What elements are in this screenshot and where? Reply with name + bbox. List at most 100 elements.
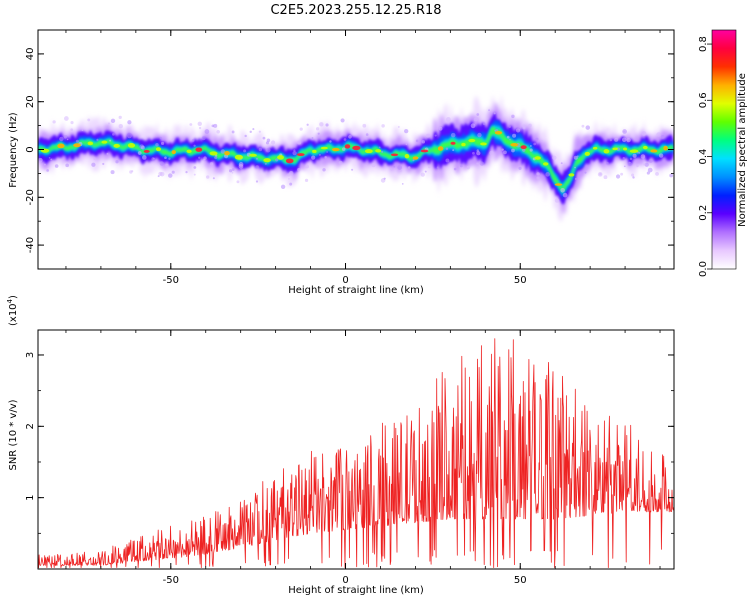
spectrogram-speck	[329, 140, 332, 143]
spectrogram-speck	[159, 161, 165, 166]
spectrogram-speck	[127, 133, 132, 139]
spectrogram-speck	[325, 123, 329, 127]
spectrogram-speck	[48, 156, 51, 159]
spectrogram-speck	[581, 124, 585, 128]
colorbar-tick-label: 0.6	[698, 92, 709, 108]
spectrogram-speck	[213, 123, 218, 128]
spectrogram-hotspot	[224, 150, 230, 156]
spectrogram-speck	[493, 112, 496, 115]
y-tick-label: 20	[25, 95, 36, 108]
spectrogram-speck	[412, 159, 415, 162]
spectrogram-hotspot	[127, 143, 136, 148]
spectrogram-speck	[393, 165, 396, 168]
spectrogram-speck	[421, 140, 426, 144]
spectrogram-speck	[288, 178, 290, 180]
spectrogram-speck	[193, 144, 196, 147]
spectrogram-speck	[115, 160, 119, 164]
spectrogram-speck	[529, 145, 532, 147]
spectrogram-speck	[476, 113, 480, 116]
y-tick-label: -40	[25, 237, 36, 253]
spectrogram-speck	[258, 147, 263, 152]
x-tick-label: 50	[514, 275, 527, 286]
spectrogram-speck	[64, 116, 69, 121]
spectrogram-speck	[503, 150, 507, 155]
spectrogram-speck	[438, 126, 443, 131]
spectrogram-hotspot	[249, 153, 257, 157]
spectrogram-speck	[266, 138, 271, 142]
spectrogram-speck	[643, 163, 646, 166]
spectrogram-x-ticks: -50 0 50	[65, 30, 661, 286]
spectrogram-speck	[317, 132, 320, 135]
spectrogram-speck	[292, 151, 297, 156]
spectrogram-speck	[606, 161, 609, 165]
spectrogram-inner-band	[38, 119, 674, 200]
spectrogram-speck	[648, 158, 653, 163]
spectrogram-speck	[66, 138, 69, 141]
spectrogram-speck	[511, 148, 515, 153]
colorbar-tick-label: 0.4	[698, 149, 709, 165]
spectrogram-image	[38, 93, 674, 222]
spectrogram-speck	[428, 165, 431, 169]
spectrogram-speck	[231, 168, 235, 171]
spectrogram-speck	[655, 171, 659, 176]
spectrogram-speck	[632, 176, 635, 179]
spectrogram-speck	[476, 162, 479, 165]
spectrogram-speck	[656, 132, 661, 137]
spectrogram-speck	[137, 151, 142, 155]
spectrogram-hotspot	[437, 146, 444, 151]
spectrogram-center-band	[38, 126, 674, 193]
spectrogram-speck	[63, 134, 68, 139]
spectrogram-hotspot	[420, 149, 429, 153]
spectrogram-speck	[622, 156, 625, 160]
spectrogram-speck	[54, 164, 59, 168]
spectrogram-speck	[193, 166, 197, 169]
spectrogram-hotspot	[584, 151, 590, 156]
spectrogram-speck	[609, 138, 613, 142]
spectrogram-speck	[165, 163, 169, 168]
colorbar-frame	[711, 29, 737, 270]
spectrogram-hotspot	[468, 138, 476, 143]
spectrogram-speck	[193, 173, 196, 176]
spectrogram-speck	[70, 121, 74, 125]
spectrogram-hotspot	[234, 154, 243, 160]
spectrogram-speck	[185, 170, 188, 174]
spectrogram-speck	[93, 157, 96, 160]
snr-frame	[37, 329, 675, 570]
spectrogram-speck	[265, 141, 270, 145]
snr-y-axis-label: SNR (10 * v/v)	[8, 399, 19, 470]
spectrogram-speck	[482, 122, 486, 126]
spectrogram-speck	[258, 130, 261, 133]
spectrogram-speck	[299, 127, 303, 131]
spectrogram-speck	[522, 124, 526, 129]
spectrogram-speck	[262, 136, 266, 140]
spectrogram-speck	[424, 170, 427, 173]
spectrogram-speck	[584, 171, 587, 174]
spectrogram-speck	[315, 127, 320, 131]
figure-title: C2E5.2023.255.12.25.R18	[270, 3, 441, 18]
spectrogram-speck	[171, 138, 174, 141]
y-tick-label: 0	[25, 146, 36, 152]
spectrogram-speck	[529, 148, 533, 152]
spectrogram-speck	[102, 162, 105, 166]
spectrogram-speck	[216, 129, 220, 134]
spectrogram-speck	[477, 149, 479, 151]
spectrogram-speck	[231, 130, 235, 134]
spectrogram-speck	[236, 180, 240, 184]
spectrogram-hotspot	[461, 142, 466, 147]
spectrogram-speck	[304, 178, 309, 182]
spectrogram-hotspot	[277, 155, 284, 160]
spectrogram-hotspot	[296, 153, 305, 157]
x-tick-label: -50	[163, 275, 179, 286]
spectrogram-speck	[228, 169, 233, 173]
spectrogram-speck	[407, 166, 411, 169]
spectrogram-hotspot	[554, 183, 563, 186]
spectrogram-speck	[560, 187, 565, 193]
spectrogram-speck	[512, 133, 517, 138]
spectrogram-speck	[189, 123, 193, 126]
spectrogram-speck	[622, 129, 627, 134]
spectrogram-hotspot	[171, 150, 176, 155]
spectrogram-hotspot	[404, 153, 410, 159]
colorbar-tick-label: 0.8	[698, 36, 709, 52]
spectrogram-speck	[203, 156, 207, 160]
